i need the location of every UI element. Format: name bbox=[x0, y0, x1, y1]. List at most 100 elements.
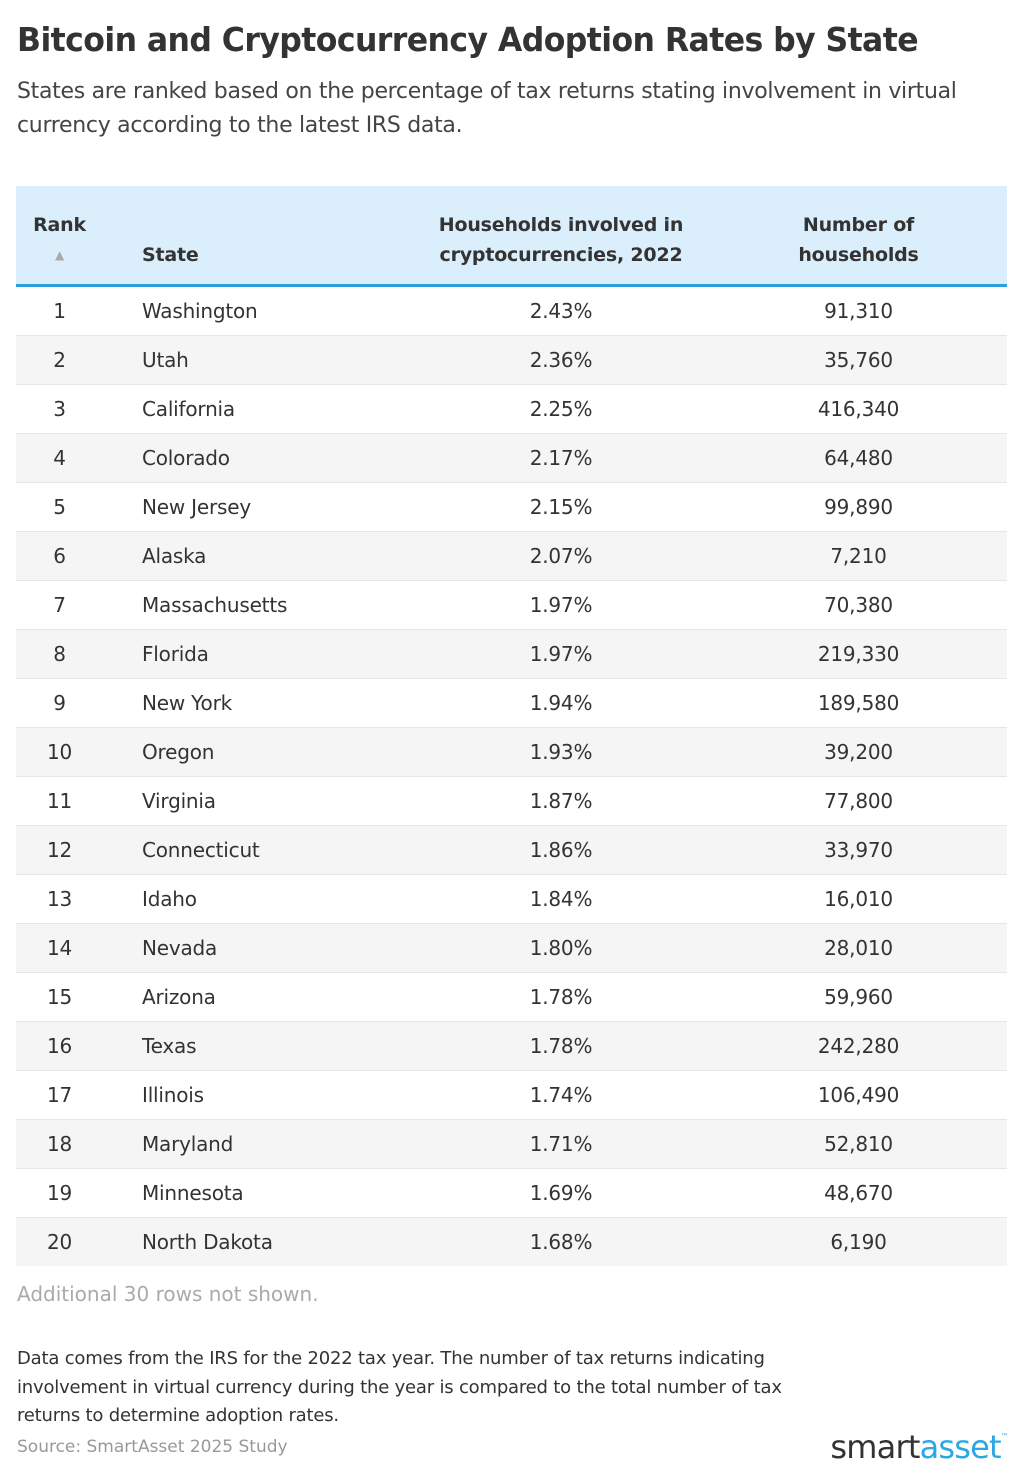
table-row: 9 New York 1.94% 189,580 bbox=[16, 678, 1007, 728]
trademark-icon: ™ bbox=[1000, 1432, 1009, 1441]
table-row: 16 Texas 1.78% 242,280 bbox=[16, 1021, 1007, 1071]
table-row: 20 North Dakota 1.68% 6,190 bbox=[16, 1217, 1007, 1266]
cell-households: 77,800 bbox=[710, 776, 1007, 826]
cell-rank: 19 bbox=[16, 1168, 103, 1218]
cell-percent: 2.25% bbox=[412, 384, 710, 434]
table-row: 12 Connecticut 1.86% 33,970 bbox=[16, 825, 1007, 875]
cell-percent: 1.94% bbox=[412, 678, 710, 728]
cell-rank: 4 bbox=[16, 433, 103, 483]
cell-households: 416,340 bbox=[710, 384, 1007, 434]
methodology-note: Data comes from the IRS for the 2022 tax… bbox=[17, 1348, 782, 1426]
table-row: 15 Arizona 1.78% 59,960 bbox=[16, 972, 1007, 1022]
cell-percent: 1.71% bbox=[412, 1119, 710, 1169]
cell-rank: 3 bbox=[16, 384, 103, 434]
cell-percent: 1.74% bbox=[412, 1070, 710, 1120]
cell-rank: 14 bbox=[16, 923, 103, 973]
cell-rank: 11 bbox=[16, 776, 103, 826]
more-rows-note: Additional 30 rows not shown. bbox=[17, 1282, 319, 1306]
table-row: 7 Massachusetts 1.97% 70,380 bbox=[16, 580, 1007, 630]
cell-state: Minnesota bbox=[103, 1168, 412, 1218]
cell-rank: 16 bbox=[16, 1021, 103, 1071]
cell-percent: 2.15% bbox=[412, 482, 710, 532]
page-title: Bitcoin and Cryptocurrency Adoption Rate… bbox=[17, 20, 919, 59]
cell-state: Washington bbox=[103, 285, 412, 336]
cell-state: New Jersey bbox=[103, 482, 412, 532]
cell-households: 219,330 bbox=[710, 629, 1007, 679]
cell-state: North Dakota bbox=[142, 1230, 273, 1254]
cell-households: 7,210 bbox=[710, 531, 1007, 581]
cell-households: 35,760 bbox=[710, 335, 1007, 385]
column-header-state[interactable]: State bbox=[103, 186, 412, 287]
cell-rank: 8 bbox=[16, 629, 103, 679]
cell-percent: 2.07% bbox=[412, 531, 710, 581]
cell-state: Illinois bbox=[103, 1070, 412, 1120]
cell-households: 52,810 bbox=[710, 1119, 1007, 1169]
cell-rank: 6 bbox=[16, 531, 103, 581]
column-header-rank[interactable]: Rank ▲ bbox=[16, 186, 103, 287]
cell-state: Nevada bbox=[103, 923, 412, 973]
cell-percent: 2.43% bbox=[412, 285, 710, 336]
cell-rank: 10 bbox=[16, 727, 103, 777]
table-row: 3 California 2.25% 416,340 bbox=[16, 384, 1007, 434]
column-header-households[interactable]: Number of households bbox=[710, 186, 1007, 287]
cell-households: 33,970 bbox=[710, 825, 1007, 875]
cell-percent: 1.97% bbox=[412, 580, 710, 630]
table-row: 5 New Jersey 2.15% 99,890 bbox=[16, 482, 1007, 532]
header-row: Rank ▲ State Households involved in cryp… bbox=[16, 186, 1007, 287]
cell-state: Colorado bbox=[103, 433, 412, 483]
cell-state: Oregon bbox=[103, 727, 412, 777]
cell-percent: 1.78% bbox=[412, 972, 710, 1022]
cell-percent: 1.86% bbox=[412, 825, 710, 875]
cell-state: Arizona bbox=[103, 972, 412, 1022]
smartasset-logo: smartasset™ bbox=[830, 1428, 1008, 1466]
cell-households: 59,960 bbox=[710, 972, 1007, 1022]
cell-state: California bbox=[103, 384, 412, 434]
column-label-rank: Rank bbox=[33, 214, 86, 236]
cell-households: 48,670 bbox=[710, 1168, 1007, 1218]
table-row: 10 Oregon 1.93% 39,200 bbox=[16, 727, 1007, 777]
cell-state: Florida bbox=[103, 629, 412, 679]
cell-households: 70,380 bbox=[710, 580, 1007, 630]
cell-rank: 5 bbox=[16, 482, 103, 532]
cell-households: 189,580 bbox=[710, 678, 1007, 728]
cell-households: 39,200 bbox=[710, 727, 1007, 777]
table-row: 11 Virginia 1.87% 77,800 bbox=[16, 776, 1007, 826]
cell-percent: 1.87% bbox=[412, 776, 710, 826]
cell-rank: 1 bbox=[16, 285, 103, 336]
cell-percent: 1.97% bbox=[412, 629, 710, 679]
cell-percent: 1.78% bbox=[412, 1021, 710, 1071]
table-row: 19 Minnesota 1.69% 48,670 bbox=[16, 1168, 1007, 1218]
cell-rank: 9 bbox=[16, 678, 103, 728]
cell-percent: 1.69% bbox=[412, 1168, 710, 1218]
cell-households: 91,310 bbox=[710, 285, 1007, 336]
rankings-table-container: Rank ▲ State Households involved in cryp… bbox=[16, 186, 1007, 1266]
cell-state: Idaho bbox=[103, 874, 412, 924]
cell-state: Utah bbox=[103, 335, 412, 385]
cell-rank: 13 bbox=[16, 874, 103, 924]
cell-households: 64,480 bbox=[710, 433, 1007, 483]
cell-rank: 15 bbox=[16, 972, 103, 1022]
cell-households: 106,490 bbox=[710, 1070, 1007, 1120]
cell-percent: 1.84% bbox=[412, 874, 710, 924]
table-row: 14 Nevada 1.80% 28,010 bbox=[16, 923, 1007, 973]
sort-ascending-icon[interactable]: ▲ bbox=[54, 248, 65, 262]
cell-percent: 1.93% bbox=[412, 727, 710, 777]
cell-rank: 2 bbox=[16, 335, 103, 385]
cell-state: Texas bbox=[103, 1021, 412, 1071]
column-header-percent[interactable]: Households involved in cryptocurrencies,… bbox=[412, 186, 710, 287]
table-body: 1 Washington 2.43% 91,310 2 Utah 2.36% 35,760 3 C… bbox=[16, 285, 1007, 1266]
cell-households: 28,010 bbox=[710, 923, 1007, 973]
cell-state: New York bbox=[103, 678, 412, 728]
cell-percent: 1.80% bbox=[412, 923, 710, 973]
cell-rank: 20 bbox=[46, 1230, 73, 1254]
cell-households: 99,890 bbox=[710, 482, 1007, 532]
logo-text-smart: smart bbox=[830, 1428, 920, 1466]
column-label-percent: Households involved in cryptocurrencies,… bbox=[438, 214, 684, 266]
cell-percent: 2.36% bbox=[412, 335, 710, 385]
cell-households: 6,190 bbox=[830, 1230, 887, 1254]
table-row: 1 Washington 2.43% 91,310 bbox=[16, 285, 1007, 336]
cell-rank: 7 bbox=[16, 580, 103, 630]
cell-state: Connecticut bbox=[103, 825, 412, 875]
rankings-table: Rank ▲ State Households involved in cryp… bbox=[16, 186, 1007, 1266]
table-row: 8 Florida 1.97% 219,330 bbox=[16, 629, 1007, 679]
